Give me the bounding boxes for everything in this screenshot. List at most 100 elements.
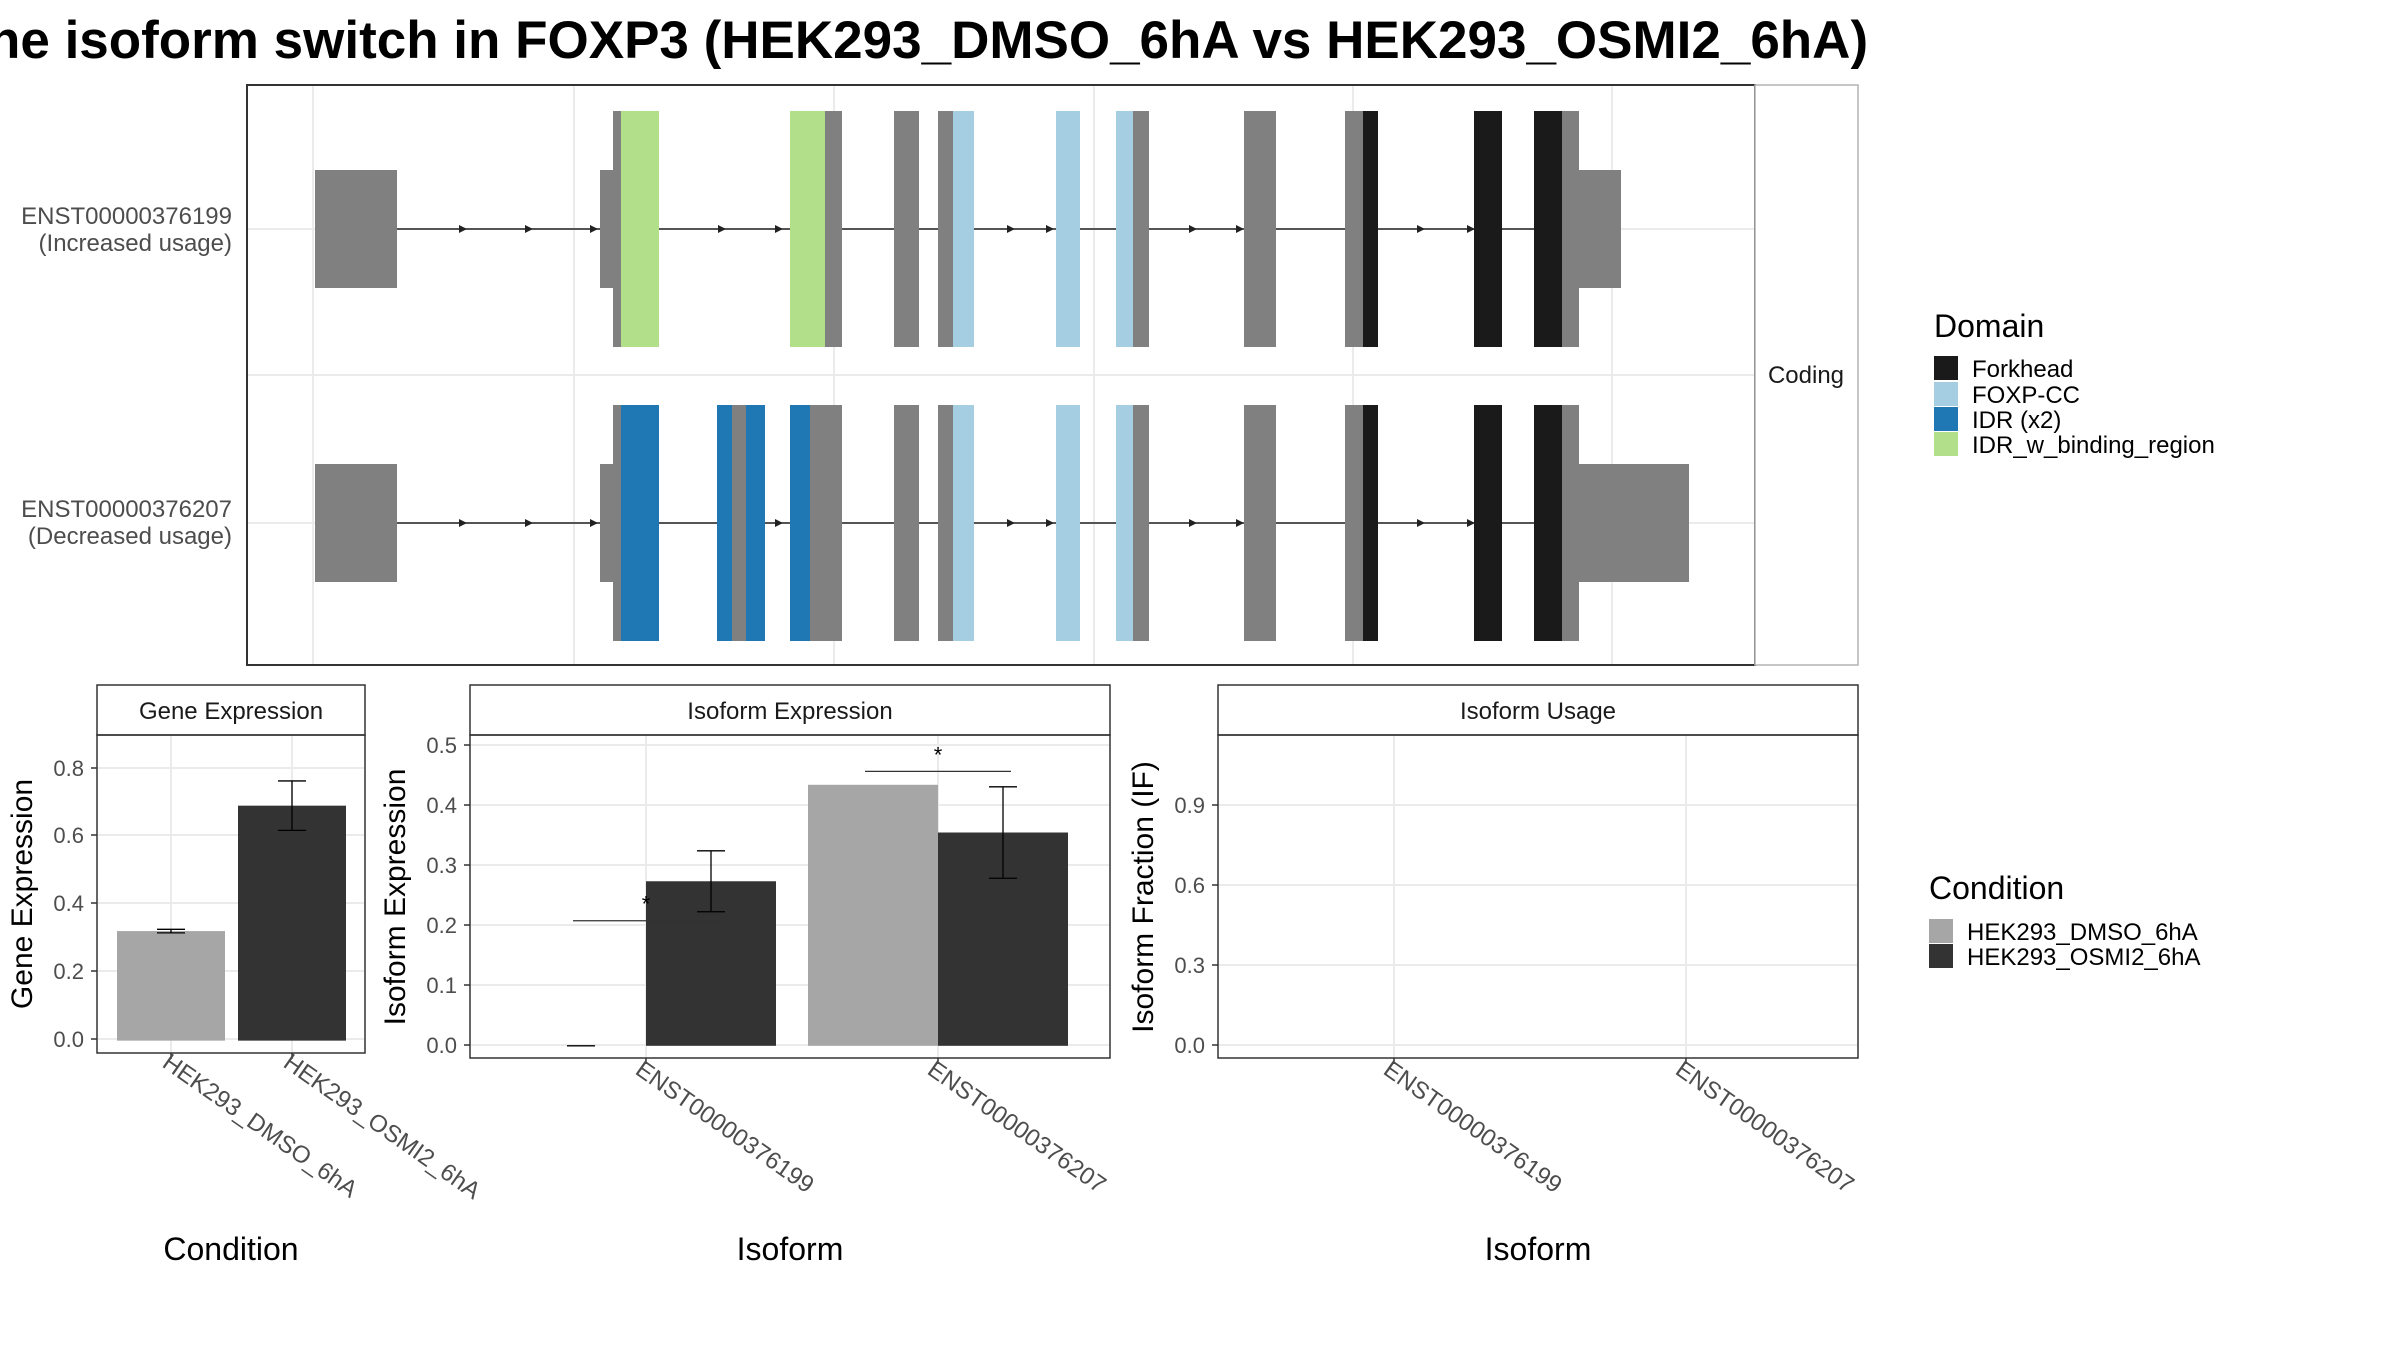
gene-expression-ytick: 0.8 (53, 756, 84, 781)
transcript-2-structure (315, 405, 1689, 641)
legend-label-foxp-cc: FOXP-CC (1972, 382, 2080, 409)
isoform-usage-strip-title: Isoform Usage (1460, 698, 1616, 725)
domain-forkhead (1474, 405, 1502, 641)
gene-expression-ytick-marks (91, 767, 293, 1059)
significance-label: * (934, 742, 943, 767)
isoform-expression-tick-marks (464, 744, 939, 1064)
domain-idr (790, 405, 810, 641)
utr-exon (1579, 464, 1689, 582)
transcript-1-id: ENST00000376199 (21, 203, 232, 230)
domain-forkhead (1534, 405, 1562, 641)
isoform-expression-ytick: 0.1 (426, 973, 457, 998)
transcript-2-annotation: (Decreased usage) (28, 523, 232, 550)
isoform-usage-ytick: 0.6 (1174, 873, 1205, 898)
isoform-usage-ytick: 0.0 (1174, 1033, 1205, 1058)
domain-foxp-cc (953, 405, 974, 641)
isoform-usage-tick-marks (1212, 804, 1687, 1064)
condition-legend-title: Condition (1929, 870, 2064, 906)
isoform-usage-yticks: 0.0 0.3 0.6 0.9 (1174, 793, 1205, 1058)
domain-legend-title: Domain (1934, 308, 2044, 344)
isoform-usage-strip (1217, 684, 1859, 736)
utr-exon (1579, 170, 1621, 288)
isoform-usage-ytick: 0.3 (1174, 953, 1205, 978)
gene-expression-ytick: 0.2 (53, 959, 84, 984)
domain-legend: Domain Forkhead FOXP-CC IDR (x2) IDR_w_b… (1934, 308, 2215, 459)
bar-hek293-dmso-6ha (808, 784, 938, 1045)
gene-expression-bars (117, 780, 346, 1041)
exon (1244, 111, 1276, 347)
domain-foxp-cc (1056, 405, 1080, 641)
domain-foxp-cc (1056, 111, 1080, 347)
isoform-expression-yticks: 0.0 0.1 0.2 0.3 0.4 0.5 (426, 733, 457, 1058)
legend-label-idr-w-binding-region: IDR_w_binding_region (1972, 432, 2215, 459)
legend-label-idr: IDR (x2) (1972, 407, 2061, 434)
isoform-expression-ylabel: Isoform Expression (379, 769, 412, 1026)
transcript-panel: Coding ENST00000376199 (Increased usage)… (21, 84, 1859, 666)
utr-exon (315, 464, 397, 582)
gene-expression-plot-area (96, 734, 366, 1054)
transcript-1-structure (315, 111, 1621, 347)
domain-idr (746, 405, 765, 641)
utr-exon (600, 464, 614, 582)
isoform-expression-ytick: 0.5 (426, 733, 457, 758)
domain-foxp-cc (953, 111, 974, 347)
domain-forkhead (1534, 111, 1562, 347)
exon (894, 405, 919, 641)
bar-hek293-dmso-6ha (117, 931, 225, 1041)
isoform-usage-grid (1219, 736, 1857, 1057)
domain-idr (717, 405, 732, 641)
isoform-expression-ytick: 0.2 (426, 913, 457, 938)
legend-label-forkhead: Forkhead (1972, 356, 2073, 383)
figure-title: he isoform switch in FOXP3 (HEK293_DMSO_… (0, 11, 1868, 70)
isoform-expression-xlabel: Isoform (737, 1231, 844, 1267)
isoform-expression-strip (469, 684, 1111, 736)
gene-expression-xtick: HEK293_DMSO_6hA (158, 1049, 363, 1203)
isoform-usage-xtick: ENST00000376199 (1379, 1056, 1567, 1199)
gene-expression-xtick: HEK293_OSMI2_6hA (279, 1049, 486, 1205)
isoform-expression-ytick: 0.3 (426, 853, 457, 878)
transcript-2-id: ENST00000376207 (21, 496, 232, 523)
domain-forkhead (1474, 111, 1502, 347)
isoform-expression-xtick: ENST00000376199 (631, 1056, 819, 1199)
isoform-expression-ytick: 0.0 (426, 1033, 457, 1058)
legend-key-idr-w-binding-region (1934, 432, 1958, 456)
legend-key-idr (1934, 407, 1958, 431)
utr-exon (600, 170, 614, 288)
gene-expression-ytick: 0.4 (53, 891, 84, 916)
legend-key-forkhead (1934, 356, 1958, 380)
domain-foxp-cc (1116, 405, 1133, 641)
isoform-usage-frame (1217, 734, 1859, 1059)
significance-label: * (642, 892, 651, 917)
gene-expression-yticks: 0.0 0.2 0.4 0.6 0.8 (53, 756, 84, 1052)
domain-foxp-cc (1116, 111, 1133, 347)
isoform-usage-ytick: 0.9 (1174, 793, 1205, 818)
isoform-usage-panel: Isoform Usage ** 0.0 0.3 0.6 0.9 (573, 684, 1859, 1267)
isoform-expression-ytick: 0.4 (426, 793, 457, 818)
utr-exon (315, 170, 397, 288)
domain-idr-w-binding-region (790, 111, 825, 347)
isoform-usage-xtick: ENST00000376207 (1671, 1056, 1859, 1199)
domain-forkhead (1363, 405, 1378, 641)
isoform-usage-xlabel: Isoform (1485, 1231, 1592, 1267)
gene-expression-frame (96, 734, 366, 1054)
transcript-1-intron-arrows (459, 225, 1475, 233)
bar-hek293-osmi2-6ha (646, 932, 776, 1045)
legend-label-dmso: HEK293_DMSO_6hA (1967, 919, 2198, 946)
gene-expression-xlabel: Condition (163, 1231, 298, 1267)
legend-key-dmso (1929, 919, 1953, 943)
isoform-expression-xtick: ENST00000376207 (923, 1056, 1111, 1199)
isoform-usage-plot-area: ** (573, 734, 1859, 1059)
legend-key-foxp-cc (1934, 382, 1958, 406)
gene-expression-ytick: 0.6 (53, 823, 84, 848)
gene-expression-panel: Gene Expression 0.0 0.2 0.4 0.6 0.8 (6, 684, 486, 1267)
bar-hek293-osmi2-6ha (938, 903, 1068, 1045)
gene-expression-ytick: 0.0 (53, 1027, 84, 1052)
domain-idr (621, 405, 659, 641)
exon (894, 111, 919, 347)
legend-label-osmi2: HEK293_OSMI2_6hA (1967, 944, 2200, 971)
gene-expression-ylabel: Gene Expression (6, 779, 39, 1009)
domain-idr-w-binding-region (621, 111, 659, 347)
bar-hek293-osmi2-6ha (238, 805, 346, 1041)
isoform-usage-bars: ** (573, 742, 1068, 1045)
